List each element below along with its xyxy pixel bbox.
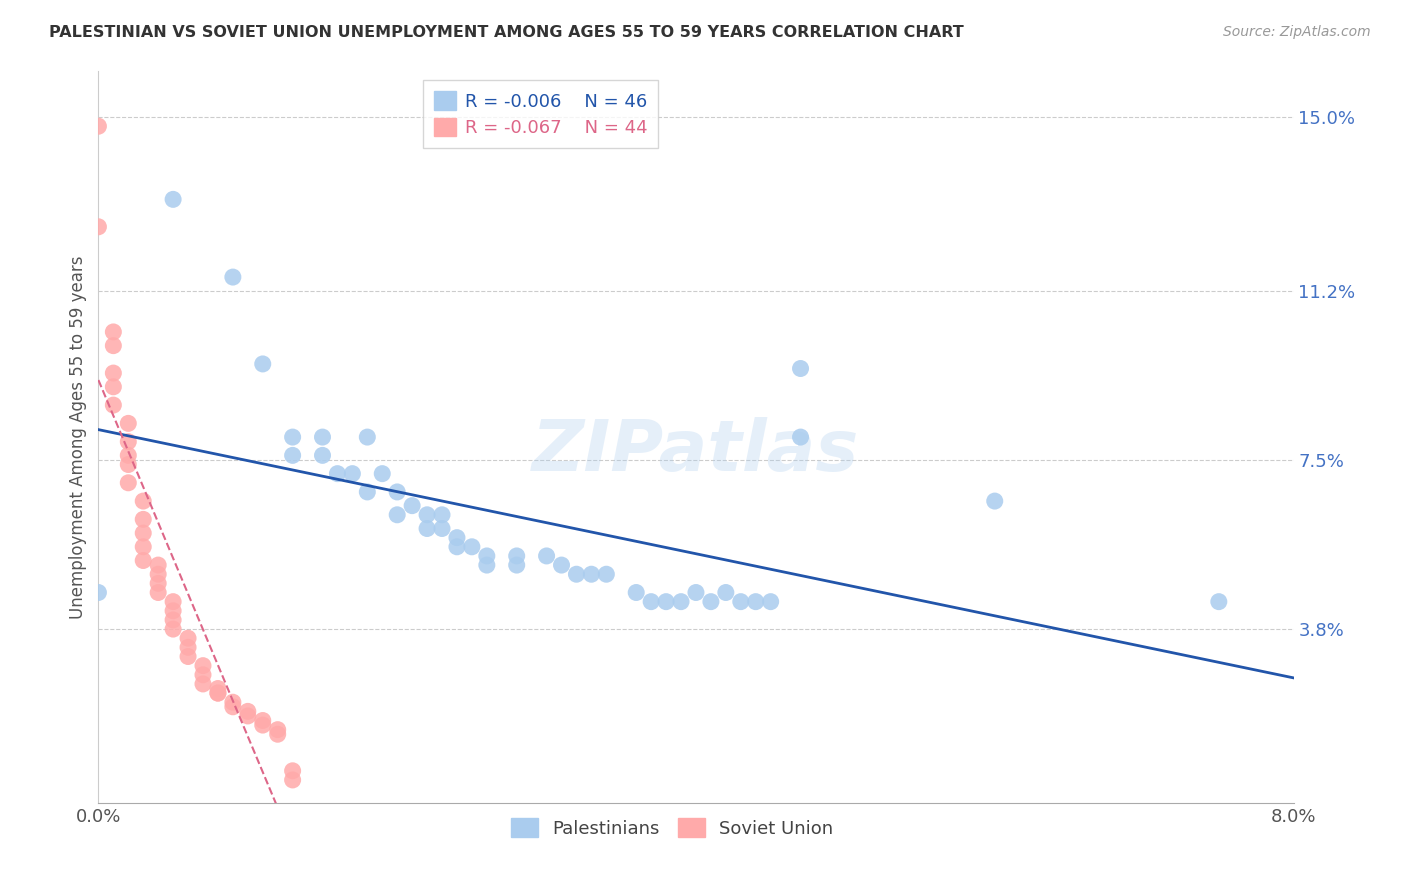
Point: [132, 494, 155, 508]
Point: [252, 714, 274, 728]
Point: [281, 430, 304, 444]
Point: [148, 558, 170, 573]
Point: [222, 270, 245, 285]
Point: [117, 449, 139, 463]
Point: [626, 585, 648, 599]
Point: [177, 632, 200, 646]
Point: [103, 325, 125, 339]
Point: [281, 449, 304, 463]
Point: [416, 508, 439, 522]
Point: [385, 508, 409, 522]
Point: [267, 727, 290, 741]
Point: [685, 585, 707, 599]
Point: [222, 699, 245, 714]
Point: [506, 558, 529, 573]
Point: [236, 705, 259, 719]
Point: [1208, 595, 1230, 609]
Point: [162, 622, 184, 636]
Point: [236, 709, 259, 723]
Point: [162, 613, 184, 627]
Point: [132, 540, 155, 554]
Point: [148, 585, 170, 599]
Point: [416, 521, 439, 535]
Text: Source: ZipAtlas.com: Source: ZipAtlas.com: [1223, 25, 1371, 39]
Point: [311, 449, 333, 463]
Point: [281, 772, 304, 787]
Point: [191, 658, 214, 673]
Point: [342, 467, 364, 481]
Point: [87, 585, 110, 599]
Point: [162, 595, 184, 609]
Point: [401, 499, 423, 513]
Point: [385, 485, 409, 500]
Point: [581, 567, 603, 582]
Point: [148, 567, 170, 582]
Point: [103, 398, 125, 412]
Point: [191, 667, 214, 681]
Point: [87, 219, 110, 234]
Point: [207, 686, 229, 700]
Point: [162, 193, 184, 207]
Point: [700, 595, 723, 609]
Point: [565, 567, 588, 582]
Point: [789, 430, 811, 444]
Point: [117, 417, 139, 431]
Y-axis label: Unemployment Among Ages 55 to 59 years: Unemployment Among Ages 55 to 59 years: [69, 255, 87, 619]
Point: [207, 686, 229, 700]
Point: [103, 380, 125, 394]
Text: PALESTINIAN VS SOVIET UNION UNEMPLOYMENT AMONG AGES 55 TO 59 YEARS CORRELATION C: PALESTINIAN VS SOVIET UNION UNEMPLOYMENT…: [49, 25, 965, 40]
Point: [446, 531, 468, 545]
Point: [177, 649, 200, 664]
Legend: Palestinians, Soviet Union: Palestinians, Soviet Union: [503, 811, 841, 845]
Point: [132, 526, 155, 541]
Point: [461, 540, 484, 554]
Point: [87, 120, 110, 134]
Point: [252, 357, 274, 371]
Point: [132, 512, 155, 526]
Text: ZIPatlas: ZIPatlas: [533, 417, 859, 486]
Point: [356, 430, 378, 444]
Point: [550, 558, 572, 573]
Point: [475, 549, 498, 563]
Point: [595, 567, 617, 582]
Point: [371, 467, 394, 481]
Point: [446, 540, 468, 554]
Point: [207, 681, 229, 696]
Point: [311, 430, 333, 444]
Point: [669, 595, 692, 609]
Point: [191, 677, 214, 691]
Point: [640, 595, 662, 609]
Point: [267, 723, 290, 737]
Point: [162, 604, 184, 618]
Point: [789, 361, 811, 376]
Point: [714, 585, 737, 599]
Point: [117, 458, 139, 472]
Point: [103, 366, 125, 380]
Point: [103, 338, 125, 352]
Point: [222, 695, 245, 709]
Point: [536, 549, 558, 563]
Point: [252, 718, 274, 732]
Point: [430, 508, 453, 522]
Point: [117, 434, 139, 449]
Point: [655, 595, 678, 609]
Point: [132, 553, 155, 567]
Point: [506, 549, 529, 563]
Point: [148, 576, 170, 591]
Point: [984, 494, 1007, 508]
Point: [759, 595, 782, 609]
Point: [117, 475, 139, 490]
Point: [281, 764, 304, 778]
Point: [430, 521, 453, 535]
Point: [356, 485, 378, 500]
Point: [177, 640, 200, 655]
Point: [730, 595, 752, 609]
Point: [475, 558, 498, 573]
Point: [745, 595, 768, 609]
Point: [326, 467, 349, 481]
